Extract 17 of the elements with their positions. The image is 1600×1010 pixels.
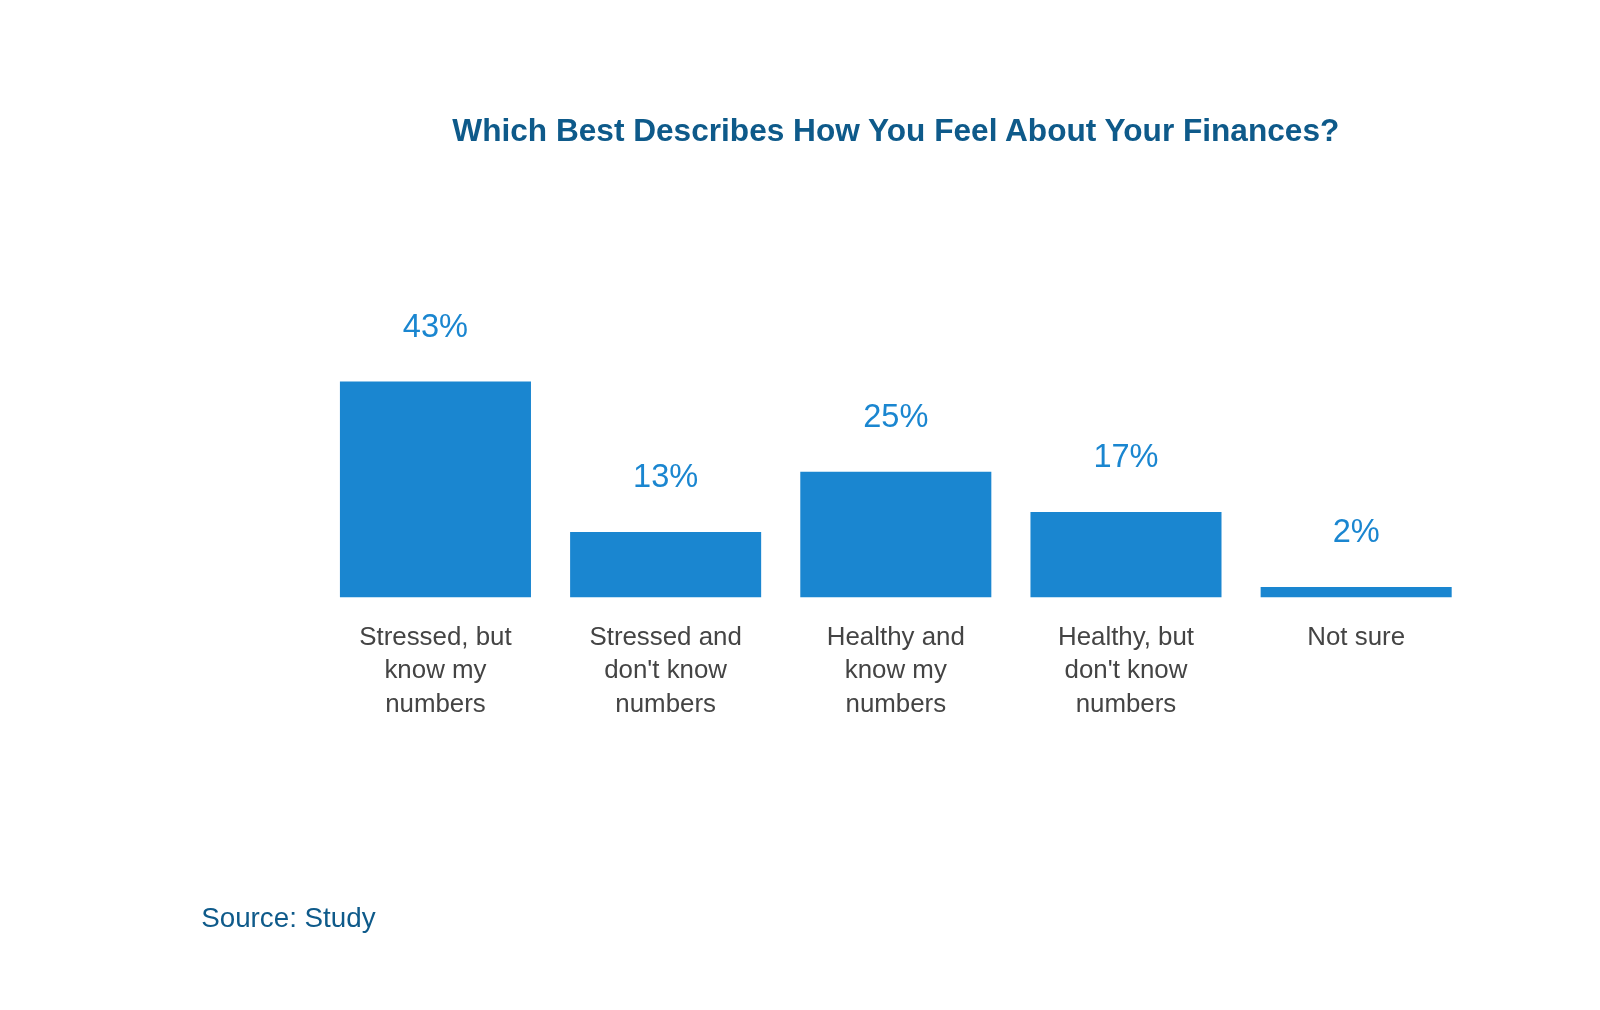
bar — [1030, 511, 1222, 598]
x-tick-label: Healthy, but don't know numbers — [1057, 621, 1195, 717]
bar — [570, 531, 762, 598]
data-label: 25% — [863, 397, 929, 434]
source-note: Source: Study — [201, 901, 376, 933]
x-tick-label: Stressed and don't know numbers — [589, 621, 742, 717]
data-label: 2% — [1332, 513, 1380, 550]
chart-title: Which Best Describes How You Feel About Your Finances? — [452, 112, 1340, 149]
data-label: 43% — [402, 307, 469, 344]
bar — [800, 471, 992, 598]
data-label: 13% — [633, 457, 699, 494]
bar — [1260, 587, 1452, 598]
x-tick-label: Healthy and know my numbers — [826, 621, 965, 717]
x-tick-label: Not sure — [1307, 621, 1406, 650]
x-tick-label: Stressed, but know my numbers — [359, 621, 512, 717]
bar — [339, 381, 531, 598]
data-label: 17% — [1093, 437, 1159, 474]
